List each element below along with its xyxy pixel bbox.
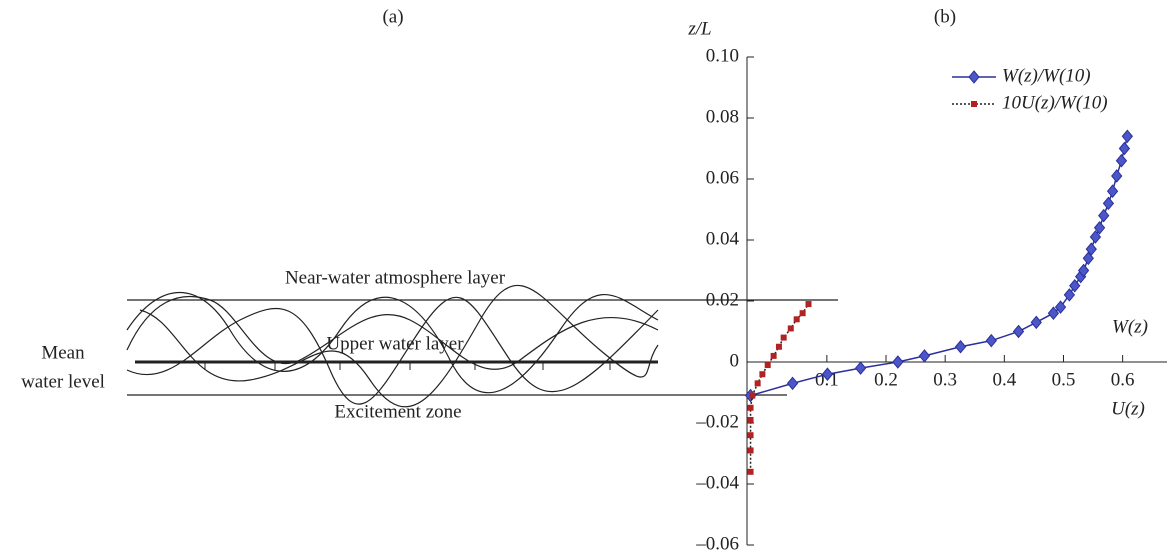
point [1102, 196, 1115, 211]
point [821, 367, 834, 381]
point [747, 447, 754, 454]
point [1012, 324, 1025, 339]
point [747, 404, 754, 411]
x-tick-label: 0.6 [1111, 369, 1135, 390]
point [780, 334, 787, 341]
panel-label: (a) [382, 6, 403, 27]
y-tick-label: 0.02 [706, 289, 739, 310]
point [787, 325, 794, 332]
x-tick-label: 0.5 [1052, 369, 1076, 390]
point [799, 310, 806, 317]
level-label: water level [21, 371, 105, 392]
y-tick-label: 0.04 [706, 228, 740, 249]
y-tick-label: –0.06 [695, 533, 739, 554]
layer-label: Upper water layer [326, 333, 464, 354]
legend-label: W(z)/W(10) [1002, 65, 1091, 86]
point [1106, 184, 1119, 198]
legend-label: 10U(z)/W(10) [1002, 92, 1108, 113]
point [1098, 208, 1110, 223]
point [954, 339, 967, 354]
panel-a-drawing [126, 284, 838, 408]
point [1030, 315, 1042, 330]
point [854, 361, 867, 375]
point [775, 343, 782, 350]
point [918, 349, 931, 363]
y-tick-label: 0 [730, 350, 740, 371]
layer-label: Near-water atmosphere layer [285, 267, 506, 288]
point [892, 355, 904, 369]
point [747, 468, 754, 475]
x-tick-label: 0.2 [874, 369, 898, 390]
point [1085, 242, 1097, 256]
point [1089, 230, 1102, 244]
point [770, 352, 777, 359]
point [1118, 141, 1131, 156]
legend-marker [968, 70, 980, 84]
series-line [749, 303, 810, 472]
y-tick-label: 0.08 [706, 106, 739, 127]
x-tick-label: 0.4 [992, 369, 1016, 390]
point [747, 432, 754, 439]
x-axis-label: U(z) [1111, 398, 1145, 419]
point [759, 371, 766, 378]
panel-label: (b) [934, 6, 956, 27]
x-axis-label: W(z) [1112, 316, 1148, 337]
point [1069, 278, 1081, 293]
point [1093, 221, 1106, 235]
legend-marker [971, 101, 977, 107]
panel-a-ticks [204, 362, 611, 370]
point [1121, 129, 1134, 144]
level-label: Mean [41, 342, 85, 363]
point [1047, 306, 1060, 320]
layer-label: Excitement zone [334, 401, 461, 422]
point [1063, 288, 1076, 302]
point [749, 392, 756, 399]
y-tick-label: 0.10 [706, 45, 739, 66]
point [754, 380, 761, 387]
point [786, 376, 799, 391]
point [1111, 169, 1123, 183]
point [793, 316, 800, 323]
point [805, 301, 812, 308]
x-tick-label: 0.3 [933, 369, 957, 390]
point [747, 416, 754, 423]
series-line [750, 136, 1129, 397]
y-axis-label: z/L [687, 18, 711, 39]
point [1077, 263, 1090, 278]
point [1054, 300, 1067, 314]
y-tick-label: 0.06 [706, 167, 739, 188]
point [985, 333, 997, 348]
y-tick-label: –0.02 [695, 411, 739, 432]
y-tick-label: –0.04 [695, 472, 739, 493]
point [1115, 153, 1128, 168]
point [764, 362, 771, 369]
